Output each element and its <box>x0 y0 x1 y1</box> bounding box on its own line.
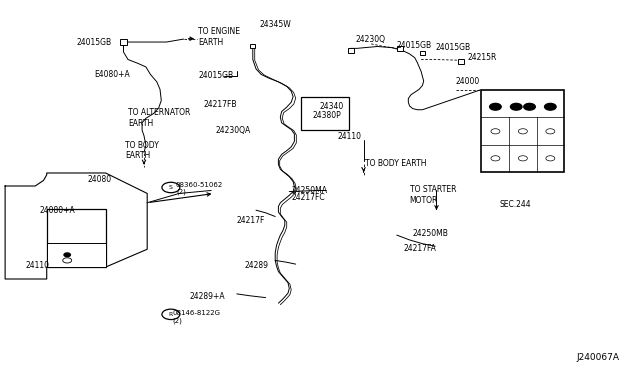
Text: 24015GB: 24015GB <box>397 41 432 50</box>
Text: 24217F: 24217F <box>237 216 265 225</box>
Text: 24289: 24289 <box>244 261 269 270</box>
Text: 24215R: 24215R <box>467 53 497 62</box>
Bar <box>250 44 255 48</box>
Text: SEC.244: SEC.244 <box>499 200 531 209</box>
Text: 08360-51062
(2): 08360-51062 (2) <box>176 182 223 195</box>
Text: 24080: 24080 <box>88 175 112 184</box>
Bar <box>47 209 106 267</box>
Bar <box>420 51 425 55</box>
Text: 24345W: 24345W <box>259 20 291 29</box>
Text: 08146-8122G
(2): 08146-8122G (2) <box>173 310 221 324</box>
Text: TO BODY EARTH: TO BODY EARTH <box>365 159 426 168</box>
Text: R: R <box>169 312 173 317</box>
Bar <box>348 48 354 52</box>
Bar <box>397 46 403 51</box>
Text: 24217FB: 24217FB <box>204 100 237 109</box>
Text: 24000: 24000 <box>456 77 480 86</box>
Text: 24230QA: 24230QA <box>215 126 250 135</box>
Text: 24217FC: 24217FC <box>292 193 326 202</box>
Text: TO ENGINE
EARTH: TO ENGINE EARTH <box>198 28 241 47</box>
Circle shape <box>545 103 556 110</box>
Text: 24217FA: 24217FA <box>403 244 436 253</box>
Text: TO BODY
EARTH: TO BODY EARTH <box>125 141 159 160</box>
Text: TO ALTERNATOR
EARTH: TO ALTERNATOR EARTH <box>128 108 190 128</box>
Text: 24380P: 24380P <box>312 111 341 120</box>
Text: 24250MB: 24250MB <box>413 229 449 238</box>
Text: 24110: 24110 <box>26 262 50 270</box>
Bar <box>481 90 564 172</box>
Text: S: S <box>169 185 173 190</box>
Circle shape <box>524 103 535 110</box>
Text: 24340: 24340 <box>320 102 344 111</box>
Circle shape <box>511 103 522 110</box>
Bar <box>120 39 127 45</box>
Text: 24015GB: 24015GB <box>198 71 234 80</box>
Bar <box>301 97 349 130</box>
Circle shape <box>64 253 70 257</box>
Text: 24230Q: 24230Q <box>355 35 385 44</box>
Bar <box>458 59 463 64</box>
Text: 24015GB: 24015GB <box>77 38 112 46</box>
Text: 24250MA: 24250MA <box>292 186 328 195</box>
Circle shape <box>490 103 501 110</box>
Text: E4080+A: E4080+A <box>95 70 131 79</box>
Text: 24110: 24110 <box>338 132 362 141</box>
Text: 24289+A: 24289+A <box>189 292 225 301</box>
Text: 24015GB: 24015GB <box>435 43 470 52</box>
Text: 24080+A: 24080+A <box>40 206 76 215</box>
Text: TO STARTER
MOTOR: TO STARTER MOTOR <box>410 185 456 205</box>
Bar <box>47 243 106 267</box>
Text: J240067A: J240067A <box>576 353 619 362</box>
